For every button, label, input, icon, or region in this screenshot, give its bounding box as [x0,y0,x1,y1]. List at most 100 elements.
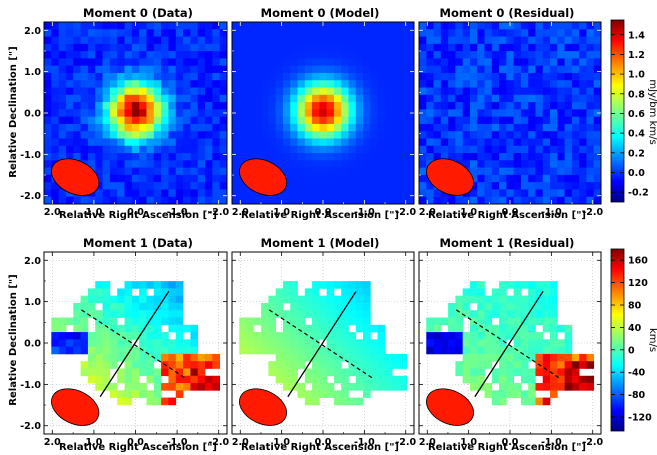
map-pixel [275,153,284,161]
map-pixel [109,353,118,362]
map-pixel [58,332,67,340]
map-pixel [484,324,493,333]
map-pixel [433,72,442,81]
map-pixel [175,116,184,125]
map-pixel [246,123,255,132]
map-pixel [282,339,291,347]
map-pixel [392,51,400,59]
map-pixel [377,65,386,74]
map-pixel [109,102,118,110]
map-pixel [469,145,478,154]
map-pixel [205,109,213,117]
map-pixel [455,339,464,347]
map-pixel [520,368,529,377]
map-pixel [520,174,529,183]
colorbar-label-mom1: km/s [647,328,657,352]
map-pixel [333,368,342,377]
map-pixel [80,102,89,110]
map-pixel [253,339,262,347]
map-pixel [183,339,191,347]
map-pixel [440,339,449,347]
map-pixel [355,29,364,37]
map-pixel [341,80,349,88]
map-pixel [520,189,529,198]
map-pixel [462,295,471,304]
map-pixel [109,174,118,183]
map-pixel [477,346,485,355]
map-pixel [168,94,177,103]
map-pixel [542,72,551,81]
map-pixel [212,196,221,205]
map-pixel [246,196,255,205]
map-pixel [586,109,595,117]
map-pixel [117,87,125,96]
map-pixel [183,189,191,198]
map-pixel [326,174,335,183]
map-pixel [58,145,67,154]
map-pixel [433,102,442,110]
x-tick-label: -2.0 [208,437,229,448]
map-pixel [506,102,514,110]
map-pixel [440,65,449,74]
map-pixel [246,87,255,96]
map-pixel [275,302,284,311]
map-pixel [341,346,349,355]
map-pixel [550,182,558,190]
map-pixel [550,196,558,205]
map-pixel [506,346,514,355]
map-pixel [253,58,262,67]
map-pixel [535,189,544,198]
map-pixel [190,361,199,369]
map-pixel [205,58,213,67]
map-pixel [491,160,500,168]
map-pixel [477,102,485,110]
map-pixel [370,36,378,45]
map-pixel [491,109,500,117]
map-pixel [564,131,573,139]
map-pixel [550,58,558,67]
map-pixel [175,87,184,96]
map-pixel [232,80,240,88]
x-tick-label: 0.0 [502,207,519,218]
map-pixel [124,375,133,384]
map-pixel [95,361,103,369]
map-pixel [506,361,514,369]
map-pixel [363,182,371,190]
map-pixel [117,131,125,139]
map-pixel [239,346,247,355]
map-pixel [499,317,507,326]
map-pixel [290,138,298,147]
map-pixel [109,196,118,205]
map-pixel [341,295,349,304]
map-pixel [87,288,96,297]
map-pixel [513,288,522,297]
map-pixel [564,339,573,347]
map-pixel [219,65,228,74]
major-axis-line [474,290,544,398]
map-pixel [520,102,529,110]
map-pixel [253,51,262,59]
map-pixel [268,58,277,67]
map-pixel [506,29,514,37]
map-pixel [433,346,442,355]
map-pixel [319,138,327,147]
map-pixel [520,72,529,81]
map-pixel [246,58,255,67]
map-pixel [51,116,59,125]
map-pixel [161,160,169,168]
map-pixel [175,375,184,384]
map-pixel [513,153,522,161]
map-pixel [205,189,213,198]
map-pixel [392,167,400,176]
map-pixel [102,353,111,362]
map-pixel [139,281,147,289]
map-pixel [499,87,507,96]
map-pixel [477,189,485,198]
map-pixel [282,109,291,117]
map-pixel [341,87,349,96]
map-pixel [239,43,247,52]
map-pixel [319,109,327,117]
map-pixel [175,353,184,362]
map-pixel [102,58,111,67]
map-pixel [528,72,536,81]
